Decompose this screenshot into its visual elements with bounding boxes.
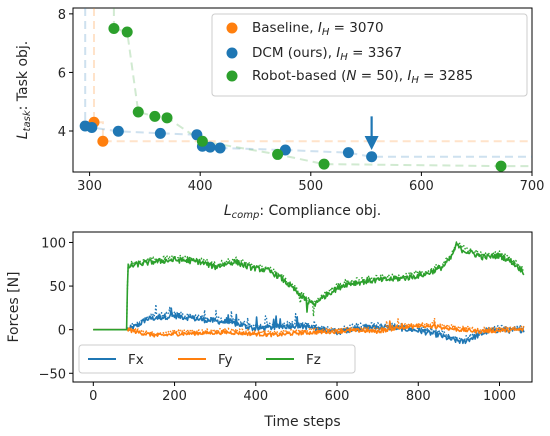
bottom-x-tick-label: 400 bbox=[243, 389, 268, 404]
point-s1-10 bbox=[366, 151, 378, 163]
point-s2-1 bbox=[121, 26, 133, 38]
top-x-tick-label: 500 bbox=[298, 179, 323, 194]
top-x-axis-label: Lcomp: Compliance obj. bbox=[224, 203, 381, 221]
point-s1-3 bbox=[154, 127, 166, 139]
point-s2-5 bbox=[196, 135, 208, 147]
highlight-arrow bbox=[364, 116, 379, 151]
top-points bbox=[79, 23, 507, 172]
pareto-chart: 300 400 500 600 700 4 6 8 Lcomp: Compliance ob… bbox=[15, 7, 544, 221]
legend-label-robot-based: Robot-based (N = 50), IH = 3285 bbox=[252, 68, 473, 86]
bottom-x-ticks: 0 200 400 600 800 1000 bbox=[89, 382, 516, 404]
bottom-legend-box bbox=[78, 344, 356, 374]
point-s2-2 bbox=[132, 106, 144, 118]
forces-chart: 0 200 400 600 800 1000 −50 0 50 100 Time steps F… bbox=[6, 231, 533, 430]
top-y-axis-label: Ltask: Task obj. bbox=[15, 41, 33, 140]
legend-marker-baseline bbox=[226, 22, 238, 34]
bottom-x-tick-label: 0 bbox=[89, 389, 97, 404]
point-s1-6 bbox=[204, 141, 216, 153]
top-x-tick-label: 400 bbox=[188, 179, 213, 194]
bottom-plot-frame bbox=[72, 231, 533, 383]
bottom-y-tick-label: 100 bbox=[41, 236, 66, 251]
line-fx-dotted bbox=[93, 303, 525, 343]
bottom-y-axis-label: Forces [N] bbox=[6, 271, 22, 342]
bottom-y-tick-label: 0 bbox=[58, 324, 66, 339]
point-s2-4 bbox=[161, 112, 173, 124]
force-lines bbox=[93, 241, 525, 345]
legend-marker-robot-based bbox=[226, 70, 238, 82]
legend-label-fy: Fy bbox=[218, 352, 233, 368]
point-s2-6 bbox=[272, 148, 284, 160]
top-x-ticks: 300 400 500 600 700 bbox=[77, 172, 544, 194]
bottom-x-axis-label: Time steps bbox=[263, 414, 340, 430]
line-fy-dotted bbox=[93, 317, 525, 336]
line-fz-dotted bbox=[93, 241, 525, 331]
arrow-head bbox=[364, 136, 379, 151]
point-s1-2 bbox=[112, 125, 124, 137]
point-s2-0 bbox=[108, 23, 120, 34]
top-x-tick-label: 600 bbox=[409, 179, 434, 194]
point-s2-3 bbox=[149, 110, 161, 122]
line-fy-solid bbox=[93, 320, 525, 338]
point-s1-9 bbox=[342, 147, 354, 159]
top-plot-frame bbox=[72, 7, 533, 173]
point-s0-1 bbox=[97, 135, 109, 147]
legend-label-dcm: DCM (ours), IH = 3367 bbox=[252, 45, 402, 63]
legend-label-baseline: Baseline, IH = 3070 bbox=[252, 20, 384, 38]
frontier-line-0 bbox=[93, 8, 532, 143]
bottom-y-tick-label: 50 bbox=[49, 280, 66, 295]
point-s1-1 bbox=[86, 121, 98, 133]
bottom-x-tick-label: 800 bbox=[406, 389, 431, 404]
point-s1-7 bbox=[214, 142, 226, 154]
point-s2-8 bbox=[495, 160, 507, 172]
bottom-y-ticks: −50 0 50 100 bbox=[39, 236, 73, 382]
bottom-legend: Fx Fy Fz bbox=[78, 344, 356, 374]
top-x-tick-label: 700 bbox=[520, 179, 545, 194]
bottom-x-tick-label: 600 bbox=[325, 389, 350, 404]
legend-label-fx: Fx bbox=[128, 352, 144, 368]
bottom-x-tick-label: 1000 bbox=[483, 389, 516, 404]
top-legend-box bbox=[211, 13, 528, 97]
point-s2-7 bbox=[318, 158, 330, 170]
bottom-y-tick-label: −50 bbox=[39, 367, 66, 382]
top-y-ticks: 4 6 8 bbox=[58, 8, 73, 140]
legend-marker-dcm bbox=[226, 47, 238, 59]
legend-label-fz: Fz bbox=[306, 352, 321, 368]
top-y-tick-label: 6 bbox=[58, 66, 66, 81]
top-legend: Baseline, IH = 3070 DCM (ours), IH = 336… bbox=[211, 13, 528, 97]
top-x-tick-label: 300 bbox=[77, 179, 102, 194]
top-y-tick-label: 8 bbox=[58, 8, 66, 23]
bottom-x-tick-label: 200 bbox=[162, 389, 187, 404]
top-y-tick-label: 4 bbox=[58, 125, 66, 140]
